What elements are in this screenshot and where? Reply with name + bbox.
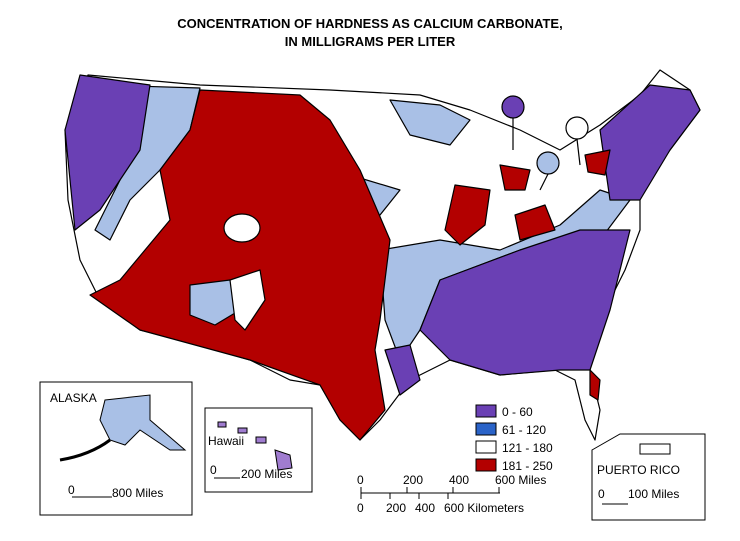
legend-swatch [475, 404, 497, 418]
region-purple [384, 344, 421, 396]
hawaii-island [255, 436, 267, 444]
legend-label: 181 - 250 [502, 459, 553, 473]
region-red [444, 184, 491, 246]
scale-label: 0 [68, 483, 75, 497]
scale-label: 0 [210, 463, 217, 477]
scale-label: 200 [386, 501, 406, 515]
region-white [229, 269, 266, 331]
inset-puerto-rico: PUERTO RICO 0 100 Miles [591, 433, 706, 521]
region-red [499, 164, 531, 191]
callout-circle [501, 95, 525, 119]
scale-label: 200 Miles [241, 467, 292, 481]
callout [576, 138, 581, 166]
alaska-chain [59, 438, 111, 462]
inset-frame [591, 433, 706, 521]
region-purple [64, 74, 151, 231]
scale-label: 0 [357, 501, 364, 515]
title-line: IN MILLIGRAMS PER LITER [285, 34, 456, 49]
scale-label: 100 Miles [628, 487, 679, 501]
legend-label: 0 - 60 [502, 405, 533, 419]
region-lightblue [389, 99, 471, 146]
region-red [514, 204, 556, 241]
legend-swatch [475, 458, 497, 472]
scale-label: 0 [357, 473, 364, 487]
pr-shape [639, 443, 671, 455]
scale-label: 600 Miles [495, 473, 546, 487]
conus [64, 69, 701, 441]
inset-label: Hawaii [208, 434, 244, 448]
legend: 0 - 60 61 - 120 121 - 180 181 - 250 [475, 404, 553, 473]
callout-circle [565, 116, 589, 140]
scale-label: 200 [403, 473, 423, 487]
main-scale: 0 200 400 600 Miles 0 200 400 600 Kilometers [357, 473, 546, 515]
alaska-shape [99, 394, 187, 451]
scale-label: 400 [415, 501, 435, 515]
scale-label: 400 [449, 473, 469, 487]
region-purple [599, 84, 701, 201]
inset-label: PUERTO RICO [597, 463, 680, 477]
scale-label: 800 Miles [112, 486, 163, 500]
title-line: CONCENTRATION OF HARDNESS AS CALCIUM CAR… [177, 16, 562, 31]
legend-label: 121 - 180 [502, 441, 553, 455]
hawaii-island [274, 449, 293, 471]
region-red [589, 369, 601, 401]
scale-label: 600 Kilometers [444, 501, 524, 515]
inset-hawaii: Hawaii 0 200 Miles [204, 407, 313, 493]
region-red [89, 89, 391, 441]
legend-label: 61 - 120 [502, 423, 546, 437]
region-red [584, 149, 611, 176]
callout-circle [536, 151, 560, 175]
region-white [223, 213, 261, 243]
inset-alaska: ALASKA 0 800 Miles [39, 381, 193, 516]
hawaii-island [217, 421, 227, 428]
inset-frame [39, 381, 193, 516]
legend-swatch [475, 440, 497, 454]
region-lightblue [189, 279, 241, 326]
legend-swatch [475, 422, 497, 436]
inset-label: ALASKA [50, 391, 97, 405]
hawaii-island [237, 427, 248, 434]
callout [539, 173, 549, 191]
scale-label: 0 [598, 487, 605, 501]
